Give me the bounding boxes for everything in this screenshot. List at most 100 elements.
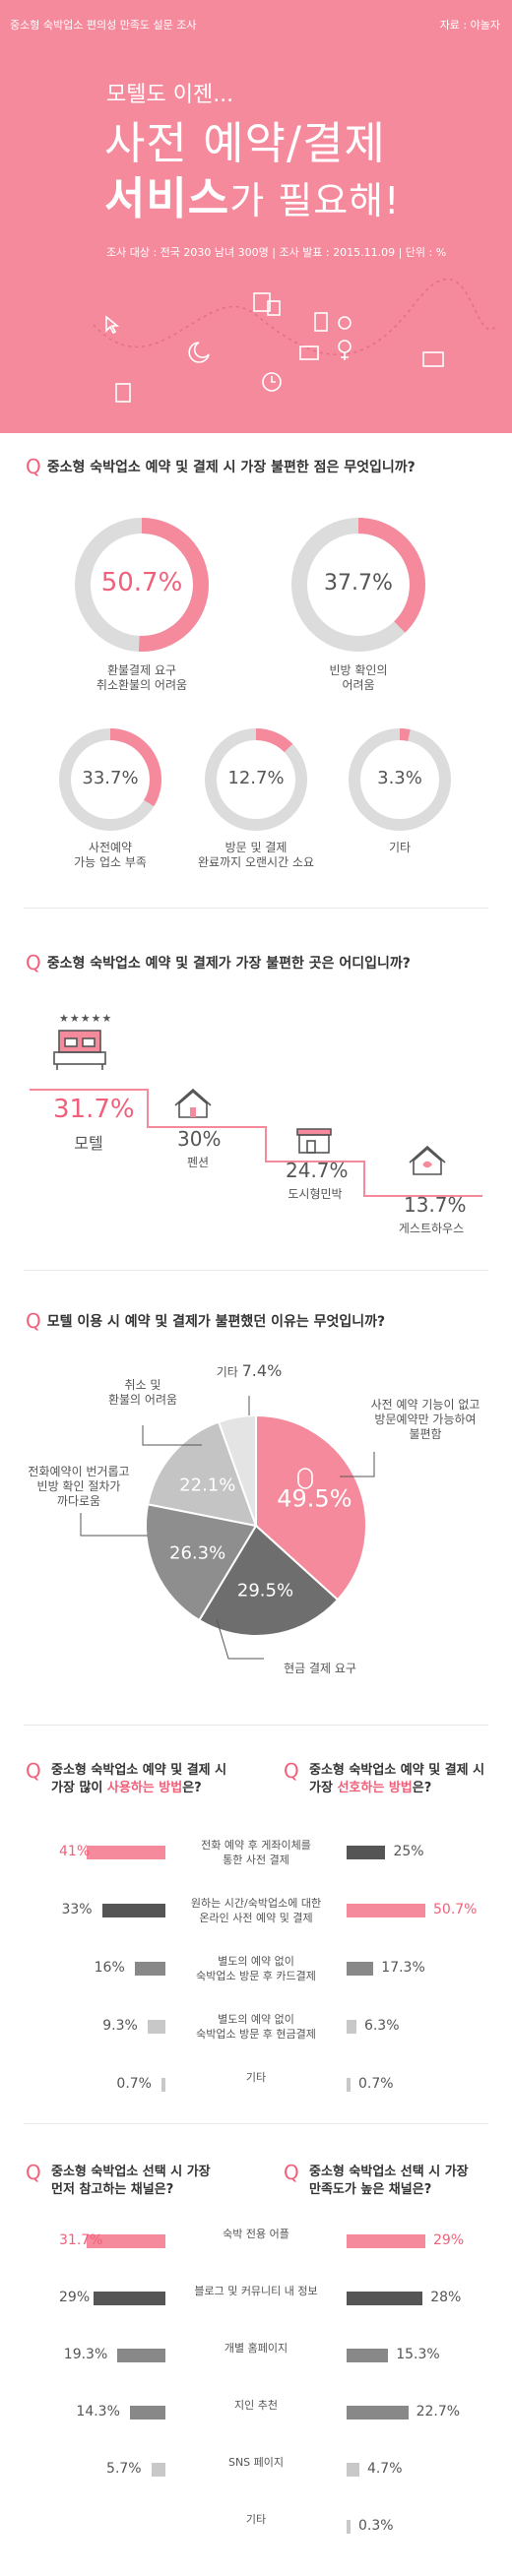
guesthouse-icon [409, 1145, 446, 1175]
survey-name: 중소형 숙박업소 편의성 만족도 설문 조사 [10, 19, 197, 31]
pie-slice-label: 26.3% [169, 1542, 225, 1563]
pie-label-other: 기타 7.4% [216, 1361, 283, 1380]
q5-left-question: Q 중소형 숙박업소 선택 시 가장 먼저 참고하는 채널은? [26, 2161, 211, 2197]
wallet-icon [422, 351, 444, 367]
step-name: 모텔 [74, 1134, 103, 1153]
mouse-icon [297, 1468, 313, 1489]
source-label: 자료 : 야놀자 [439, 19, 500, 31]
q-icon: Q [26, 1309, 41, 1333]
right-value: 25% [393, 1844, 424, 1859]
bar-category-label: 전화 예약 후 게좌이체를 통한 사전 결제 [201, 1839, 311, 1866]
donut-value-arc [291, 518, 425, 652]
left-bar [87, 1846, 165, 1859]
donut-label: 사전예약 가능 업소 부족 [74, 841, 147, 869]
q2-question: Q 중소형 숙박업소 예약 및 결제가 가장 불편한 곳은 어디입니까? [26, 951, 411, 974]
right-value: 4.7% [366, 2461, 403, 2477]
bar-category-label: 별도의 예약 없이 숙박업소 방문 후 카드결제 [196, 1955, 316, 1982]
left-bar [101, 1904, 165, 1917]
building-icon [314, 312, 328, 332]
donut-value-arc [75, 518, 209, 652]
bar-category-label: 숙박 전용 어플 [223, 2228, 289, 2240]
right-bar [347, 2292, 423, 2305]
donut-chart: 50.7% [67, 510, 217, 660]
pie-slice [197, 1524, 340, 1637]
right-bar [347, 1962, 374, 1976]
left-value: 16% [94, 1960, 125, 1976]
donut-value-arc [59, 728, 161, 831]
q1-question: Q 중소형 숙박업소 예약 및 결제 시 가장 불편한 점은 무엇입니까? [26, 455, 416, 478]
divider [24, 1270, 488, 1271]
left-value: 41% [59, 1844, 91, 1859]
pie-slice [146, 1420, 258, 1528]
pie-leader-lines [80, 1396, 375, 1660]
right-value: 17.3% [381, 1960, 425, 1976]
q1-question-text: 중소형 숙박업소 예약 및 결제 시 가장 불편한 점은 무엇입니까? [46, 460, 416, 475]
q4-left-question: Q 중소형 숙박업소 예약 및 결제 시 가장 많이 사용하는 방법은? [26, 1759, 227, 1795]
card-icon [299, 346, 319, 360]
right-bar [347, 2234, 425, 2248]
title-rest: 가 필요해! [229, 179, 401, 222]
right-bar [347, 2406, 409, 2419]
step-name: 도시형민박 [288, 1187, 343, 1201]
pie-slice [255, 1414, 367, 1602]
title-line-2: 서비스가 필요해! [104, 171, 400, 228]
pie-slice [145, 1503, 258, 1622]
donut-pct: 50.7% [100, 568, 183, 598]
pie-label: 취소 및 환불의 어려움 [107, 1378, 178, 1407]
right-value: 0.3% [358, 2518, 394, 2534]
step-pct: 24.7% [286, 1159, 349, 1182]
right-bar [347, 2463, 359, 2477]
left-value: 5.7% [106, 2461, 142, 2477]
clock-icon [262, 372, 282, 392]
bag-icon [253, 292, 271, 312]
female-icon [338, 340, 352, 353]
right-value: 15.3% [396, 2347, 440, 2362]
bar-category-label: 개별 홈페이지 [224, 2342, 288, 2355]
right-bar [347, 1904, 425, 1917]
left-value: 9.3% [102, 2018, 138, 2034]
q2-question-text: 중소형 숙박업소 예약 및 결제가 가장 불편한 곳은 어디입니까? [46, 956, 411, 972]
header-decoration-icons [93, 278, 498, 403]
donut-chart: 3.3% [343, 723, 457, 837]
right-value: 28% [430, 2290, 462, 2305]
right-value: 29% [433, 2232, 465, 2248]
q3-question: Q 모텔 이용 시 예약 및 결제가 불편했던 이유는 무엇입니까? [26, 1309, 385, 1333]
bar-category-label: 기타 [245, 2071, 267, 2084]
bar-category-label: SNS 페이지 [227, 2456, 285, 2469]
pie-slice-label: 49.5% [277, 1485, 352, 1513]
donut-label: 환불결제 요구 취소환불의 어려움 [96, 663, 188, 692]
left-value: 31.7% [59, 2232, 103, 2248]
left-value: 29% [59, 2290, 91, 2305]
donut-value-arc [205, 728, 307, 831]
right-value: 22.7% [416, 2404, 461, 2419]
bar-category-label: 블로그 및 커뮤니티 내 정보 [194, 2285, 318, 2297]
donut-chart: 33.7% [53, 723, 167, 837]
header-subtitle: 모텔도 이젠... [106, 83, 234, 107]
donut-label: 방문 및 결제 완료까지 오랜시간 소요 [197, 841, 315, 869]
donut-pct: 12.7% [227, 768, 285, 789]
bed-icon [53, 1030, 106, 1070]
step-pct: 13.7% [404, 1193, 467, 1217]
left-bar [151, 2463, 165, 2477]
left-value: 14.3% [76, 2404, 120, 2419]
q3-pie-chart: 49.5% 29.5% 26.3% 22.1% [80, 1396, 375, 1660]
left-bar [129, 2406, 165, 2419]
left-bar [161, 2078, 165, 2092]
right-bar [347, 2078, 351, 2092]
donut-chart: 12.7% [199, 723, 313, 837]
donut-value-arc [349, 728, 451, 831]
step-pct: 31.7% [53, 1095, 135, 1124]
q4-right-question: Q 중소형 숙박업소 예약 및 결제 시 가장 선호하는 방법은? [284, 1759, 485, 1795]
pie-label: 현금 결제 요구 [284, 1662, 356, 1675]
q2-steps-graphic [30, 1030, 482, 1197]
divider [24, 908, 488, 909]
left-bar [117, 2349, 165, 2362]
bar-category-label: 원하는 시간/숙박업소에 대한 온라인 사전 예약 및 결제 [190, 1897, 322, 1924]
moon-icon [188, 342, 210, 363]
divider [24, 2123, 488, 2124]
right-value: 0.7% [358, 2076, 394, 2092]
donut-label: 빈방 확인의 어려움 [329, 663, 388, 692]
pie-slice-label: 29.5% [237, 1580, 293, 1601]
left-bar [134, 1962, 165, 1976]
